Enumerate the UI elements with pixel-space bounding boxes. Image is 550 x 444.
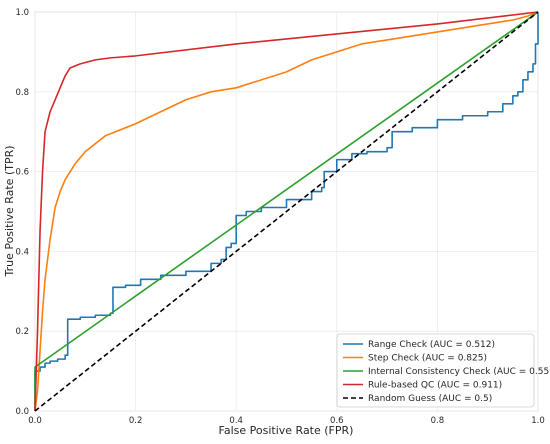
y-tick-label: 0.2	[15, 327, 29, 337]
y-tick-label: 1.0	[15, 8, 29, 18]
x-tick-label: 1.0	[531, 416, 545, 426]
y-tick-label: 0.4	[15, 247, 29, 257]
x-tick-label: 0.4	[229, 416, 243, 426]
y-tick-label: 0.0	[15, 407, 29, 417]
series-line-1	[34, 11, 539, 412]
legend-label: Internal Consistency Check (AUC = 0.555)	[368, 367, 550, 377]
series-line-4	[34, 11, 539, 412]
y-tick-label: 0.8	[15, 88, 29, 98]
legend-label: Step Check (AUC = 0.825)	[368, 354, 487, 364]
grid-lines	[34, 11, 539, 412]
y-axis-title: True Positive Rate (TPR)	[3, 145, 16, 277]
x-tick-label: 0.8	[431, 416, 445, 426]
y-tick-label: 0.6	[15, 168, 29, 178]
series-line-0	[34, 12, 539, 411]
legend-label: Range Check (AUC = 0.512)	[368, 340, 495, 350]
series-line-3	[34, 11, 539, 412]
series-layer	[34, 11, 539, 412]
x-tick-label: 0.6	[330, 416, 344, 426]
x-tick-label: 0.2	[129, 416, 143, 426]
legend-box	[336, 333, 535, 408]
legend-label: Rule-based QC (AUC = 0.911)	[368, 381, 502, 391]
legend-label: Random Guess (AUC = 0.5)	[368, 394, 492, 404]
legend: Range Check (AUC = 0.512) Step Check (AUC…	[336, 333, 550, 408]
tick-labels: 0.0 0.2 0.4 0.6 0.8 1.0 0.0 0.2 0.4 0.6 0.8 1.0	[15, 8, 544, 426]
x-axis-title: False Positive Rate (FPR)	[219, 424, 354, 437]
x-tick-label: 0.0	[28, 416, 42, 426]
